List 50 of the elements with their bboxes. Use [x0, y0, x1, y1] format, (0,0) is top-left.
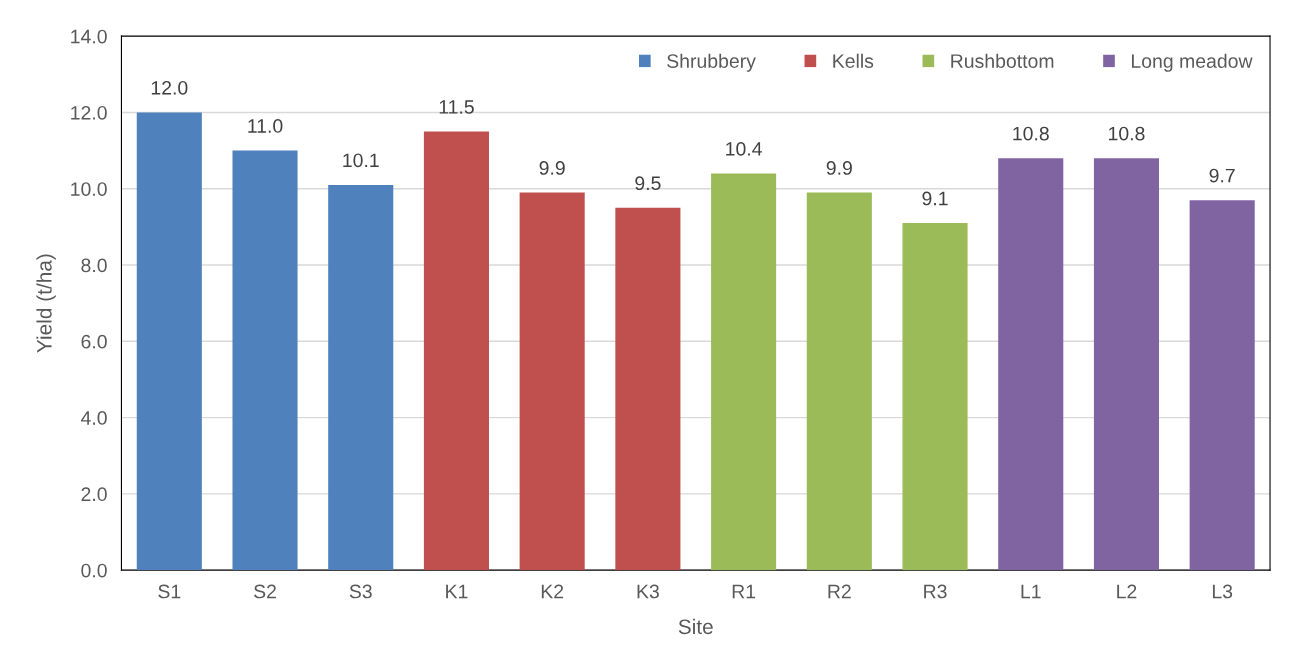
data-label: 9.9 [826, 161, 852, 175]
data-label: 12.0 [151, 80, 188, 95]
x-tick-label: S1 [158, 584, 181, 599]
x-tick-label: S2 [254, 584, 276, 599]
y-tick-label: 10.0 [71, 182, 107, 196]
bar [232, 150, 298, 571]
y-axis-title: Yield (t/ha) [36, 254, 56, 353]
bar [998, 158, 1064, 571]
bar [519, 192, 585, 571]
legend-label: Kells [833, 53, 874, 68]
x-tick-label: R3 [924, 584, 947, 599]
data-label: 9.7 [1209, 168, 1235, 183]
x-tick-label: K2 [541, 584, 564, 599]
x-tick-label: L3 [1212, 584, 1233, 599]
bar [1189, 200, 1255, 571]
y-tick-label: 12.0 [71, 105, 107, 120]
data-label: 9.5 [635, 176, 661, 191]
bar [711, 173, 777, 571]
x-tick-label: R1 [732, 584, 756, 599]
bar [1093, 158, 1160, 571]
legend-label: Rushbottom [951, 53, 1054, 68]
data-label: 10.1 [343, 153, 379, 168]
data-label: 10.8 [1013, 126, 1049, 141]
bar [136, 112, 202, 571]
bar [806, 192, 872, 571]
bar [423, 131, 489, 571]
y-tick-label: 2.0 [81, 487, 107, 502]
data-label: 10.8 [1109, 126, 1145, 141]
data-label: 11.0 [248, 119, 283, 133]
data-label: 10.4 [726, 141, 762, 156]
y-tick-label: 8.0 [81, 258, 107, 273]
x-tick-label: L2 [1117, 584, 1137, 599]
data-label: 9.9 [539, 161, 565, 175]
x-tick-label: S3 [349, 584, 372, 599]
x-tick-label: R2 [828, 584, 851, 599]
legend-label: Long meadow [1131, 53, 1253, 72]
y-tick-label: 4.0 [80, 411, 107, 425]
data-label: 9.1 [922, 191, 948, 206]
x-tick-label: K1 [446, 584, 468, 599]
x-tick-label: K3 [637, 584, 659, 599]
x-axis-title: Site [678, 618, 713, 635]
bar [615, 207, 681, 571]
bar [902, 223, 968, 571]
y-tick-label: 14.0 [71, 29, 107, 44]
bar [328, 184, 394, 571]
x-tick-label: L1 [1021, 584, 1041, 599]
data-label: 11.5 [439, 100, 474, 114]
y-tick-label: 0.0 [81, 563, 107, 578]
legend-label: Shrubbery [667, 53, 756, 72]
y-tick-label: 6.0 [81, 334, 107, 349]
